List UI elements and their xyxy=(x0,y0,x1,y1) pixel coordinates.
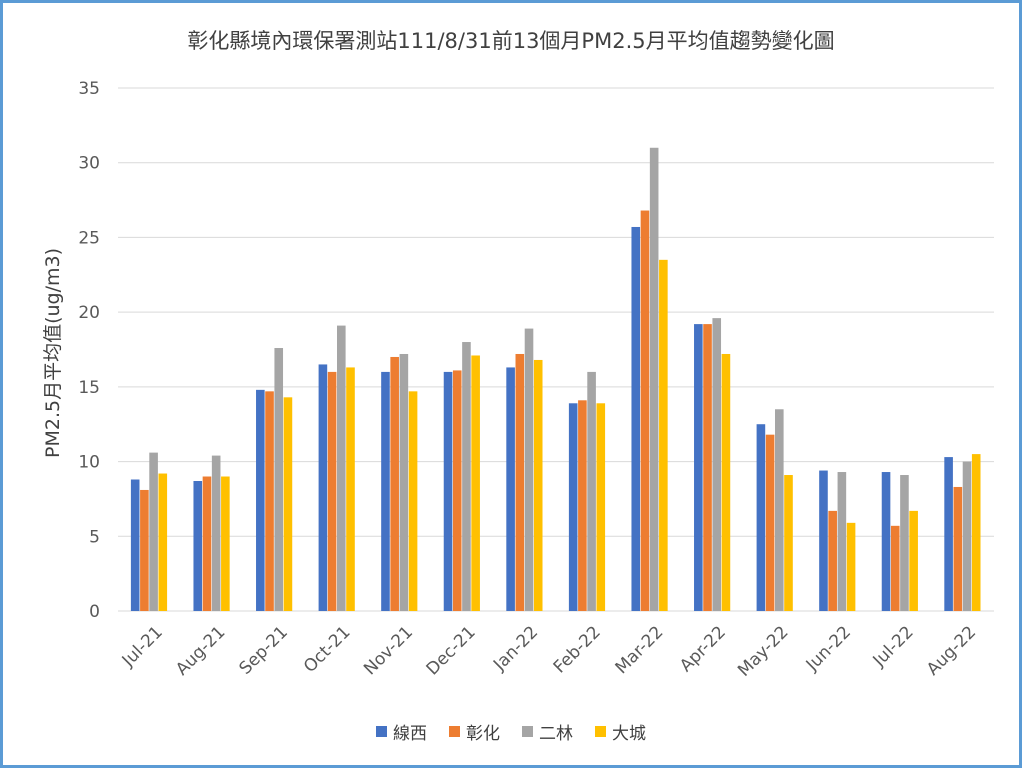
bar-Jun-22-線西 xyxy=(819,470,828,611)
bar-Feb-22-大城 xyxy=(596,403,606,611)
bar-Apr-22-二林 xyxy=(712,318,722,611)
legend-swatch xyxy=(522,726,533,737)
bar-Dec-21-線西 xyxy=(443,371,453,611)
bar-Jan-22-彰化 xyxy=(515,353,525,611)
bar-May-22-線西 xyxy=(756,424,766,611)
bar-Aug-21-彰化 xyxy=(202,476,212,611)
bar-Jun-22-彰化 xyxy=(828,510,837,611)
bar-Jan-22-大城 xyxy=(533,359,543,611)
x-tick-label: Dec-21 xyxy=(423,622,480,679)
x-tick-label: Feb-22 xyxy=(550,622,605,677)
bar-Mar-22-大城 xyxy=(659,259,668,611)
bar-Apr-22-彰化 xyxy=(703,324,712,611)
bar-Aug-21-線西 xyxy=(193,481,203,611)
bar-Aug-21-大城 xyxy=(221,476,230,611)
legend-label: 彰化 xyxy=(466,724,500,744)
y-tick-label: 0 xyxy=(89,602,100,622)
x-tick-label: Jun-22 xyxy=(802,622,855,675)
bar-Aug-22-線西 xyxy=(944,457,953,611)
bar-Jul-21-線西 xyxy=(130,479,140,611)
bar-Oct-21-線西 xyxy=(318,364,328,611)
bar-Jul-21-二林 xyxy=(149,452,158,611)
x-tick-label: Aug-21 xyxy=(172,622,229,679)
bar-Aug-21-二林 xyxy=(211,455,221,611)
bar-Oct-21-二林 xyxy=(337,325,346,611)
bar-Sep-21-大城 xyxy=(283,397,293,611)
bar-Sep-21-線西 xyxy=(256,389,265,611)
bar-Aug-22-二林 xyxy=(962,461,972,611)
x-tick-label: May-22 xyxy=(734,622,792,680)
x-tick-label: Oct-21 xyxy=(300,622,355,677)
y-tick-label: 20 xyxy=(78,303,100,323)
legend-item: 線西 xyxy=(376,719,427,744)
x-tick-label: Mar-22 xyxy=(612,622,668,678)
bar-Dec-21-大城 xyxy=(471,355,480,611)
y-tick-label: 25 xyxy=(78,228,100,248)
bar-Jul-21-大城 xyxy=(158,473,168,611)
legend: 線西 彰化 二林 大城 xyxy=(3,719,1019,744)
bar-Jul-21-彰化 xyxy=(140,489,149,611)
x-tick-label: Jul-21 xyxy=(118,622,167,671)
legend-swatch xyxy=(595,726,606,737)
bar-Nov-21-線西 xyxy=(381,371,390,611)
chart-title: 彰化縣境內環保署測站111/8/31前13個月PM2.5月平均值趨勢變化圖 xyxy=(187,29,835,53)
legend-swatch xyxy=(449,726,460,737)
bar-Oct-21-大城 xyxy=(346,367,355,611)
x-tick-label: Apr-22 xyxy=(676,622,730,676)
bar-chart: 0 5 10 15 20 25 30 35 Jul-21 Aug-21 Sep-21 Oct-21 N… xyxy=(42,79,994,681)
bar-Nov-21-大城 xyxy=(408,391,418,611)
x-tick-label: Sep-21 xyxy=(236,622,292,678)
x-tick-label: Nov-21 xyxy=(360,622,417,679)
y-tick-label: 15 xyxy=(78,378,100,398)
legend-swatch xyxy=(376,726,387,737)
bar-Jul-22-彰化 xyxy=(890,525,900,611)
y-tick-label: 30 xyxy=(78,154,100,174)
bar-Apr-22-線西 xyxy=(694,324,703,611)
bar-Jun-22-二林 xyxy=(837,472,847,611)
y-tick-label: 5 xyxy=(89,527,100,547)
bar-Aug-22-彰化 xyxy=(953,486,963,611)
bar-Jul-22-二林 xyxy=(900,475,909,611)
y-tick-label: 35 xyxy=(78,79,100,99)
legend-label: 線西 xyxy=(393,724,427,744)
bar-May-22-二林 xyxy=(775,409,784,611)
bar-Feb-22-線西 xyxy=(568,403,578,611)
bar-Mar-22-二林 xyxy=(649,147,659,611)
y-axis-label: PM2.5月平均值(ug/m3) xyxy=(42,248,64,458)
bar-Jul-22-線西 xyxy=(881,472,891,611)
bar-Sep-21-彰化 xyxy=(265,391,274,611)
legend-item: 大城 xyxy=(595,719,646,744)
legend-item: 彰化 xyxy=(449,719,500,744)
x-tick-label: Jan-22 xyxy=(489,622,542,675)
bar-Jul-22-大城 xyxy=(909,510,918,611)
legend-label: 二林 xyxy=(539,724,573,744)
bar-May-22-彰化 xyxy=(765,434,775,611)
x-tick-label: Aug-22 xyxy=(923,622,980,679)
bar-Jan-22-線西 xyxy=(506,367,515,611)
bar-Sep-21-二林 xyxy=(274,348,284,611)
bar-Mar-22-線西 xyxy=(631,226,641,611)
bar-Feb-22-二林 xyxy=(587,371,596,611)
bar-Dec-21-彰化 xyxy=(452,370,462,611)
bar-Apr-22-大城 xyxy=(721,353,731,611)
bar-Jun-22-大城 xyxy=(846,522,856,611)
bar-Nov-21-二林 xyxy=(399,353,409,611)
bar-Aug-22-大城 xyxy=(971,454,981,611)
x-tick-label: Jul-22 xyxy=(869,622,918,671)
bar-Mar-22-彰化 xyxy=(640,210,650,611)
legend-item: 二林 xyxy=(522,719,573,744)
bar-Jan-22-二林 xyxy=(524,328,534,611)
bar-Oct-21-彰化 xyxy=(327,371,337,611)
legend-label: 大城 xyxy=(612,724,646,744)
bar-Feb-22-彰化 xyxy=(578,400,587,611)
y-tick-label: 10 xyxy=(78,453,100,473)
bar-Dec-21-二林 xyxy=(462,342,471,611)
bar-May-22-大城 xyxy=(784,475,793,611)
bar-Nov-21-彰化 xyxy=(390,356,399,611)
